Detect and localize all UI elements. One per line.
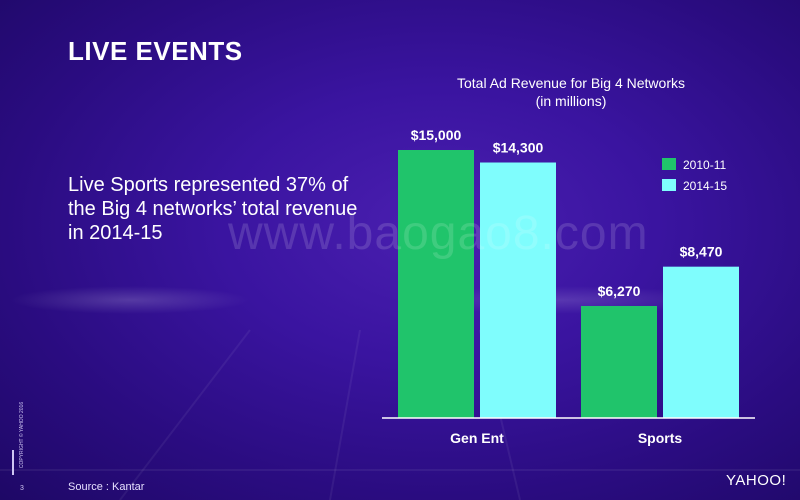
bars-group: $15,000 $14,300 $6,270 $8,470 (398, 127, 739, 418)
legend: 2010-11 2014-15 (662, 158, 727, 193)
bar-gen-ent-2014-15 (480, 162, 556, 418)
chart-subtitle: (in millions) (536, 93, 607, 109)
x-tick-labels: Gen Ent Sports (450, 430, 682, 446)
legend-label-2010-11: 2010-11 (683, 158, 726, 172)
body-text: Live Sports represented 37% of the Big 4… (68, 174, 358, 244)
x-tick-gen-ent: Gen Ent (450, 430, 504, 446)
bar-gen-ent-2010-11 (398, 150, 474, 418)
source-note: Source : Kantar (68, 481, 145, 493)
yahoo-logo: YAHOO! (726, 472, 787, 489)
x-tick-sports: Sports (638, 430, 683, 446)
slide-title: LIVE EVENTS (68, 36, 243, 66)
data-label-sports-2014-15: $8,470 (680, 244, 723, 260)
copyright-text: COPYRIGHT © YAHOO 2016 (19, 401, 25, 469)
copyright: COPYRIGHT © YAHOO 2016 (18, 398, 26, 473)
chart-title: Total Ad Revenue for Big 4 Networks (457, 75, 685, 91)
legend-swatch-2014-15 (662, 179, 676, 191)
data-label-gen-ent-2014-15: $14,300 (493, 140, 544, 156)
bar-sports-2014-15 (663, 266, 739, 418)
data-label-sports-2010-11: $6,270 (598, 283, 641, 299)
data-label-gen-ent-2010-11: $15,000 (411, 127, 462, 143)
watermark: www.baogao8.com (228, 207, 649, 260)
bar-sports-2010-11 (581, 305, 657, 418)
legend-swatch-2010-11 (662, 158, 676, 170)
legend-label-2014-15: 2014-15 (683, 179, 727, 193)
page-number: 3 (20, 485, 24, 492)
copyright-bar (12, 450, 14, 475)
